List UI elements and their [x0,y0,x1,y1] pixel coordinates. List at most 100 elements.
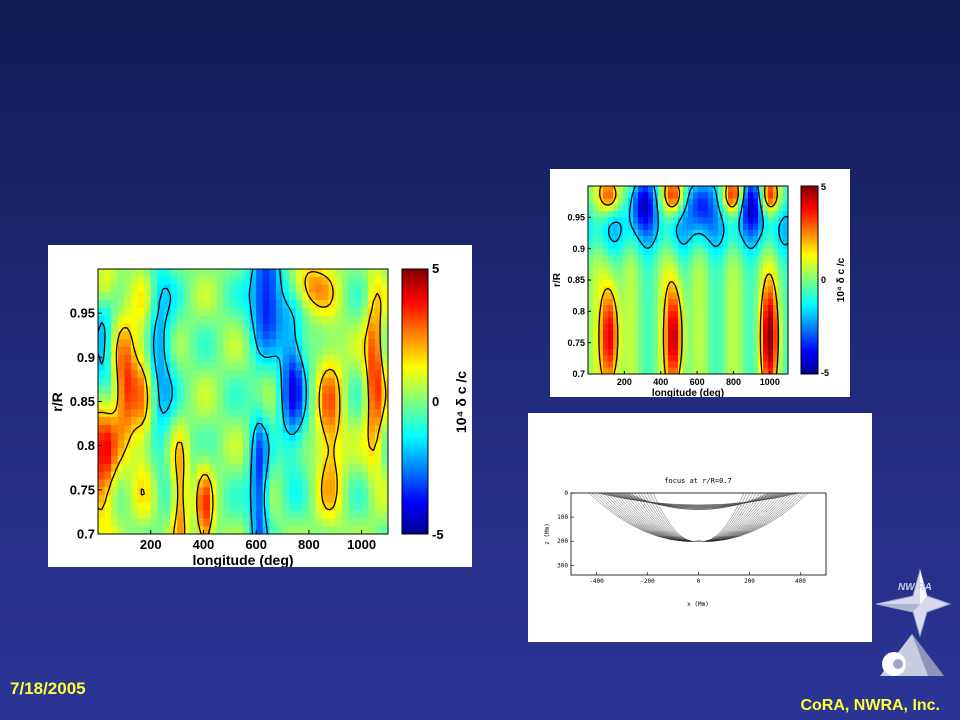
heatmap-cell [381,346,388,356]
heatmap-cell [203,417,211,426]
heatmap-cell [104,315,112,325]
heatmap-cell [269,495,277,504]
heatmap-cell [738,198,744,206]
heatmap-cell [355,323,363,332]
heatmap-cell [638,229,644,237]
heatmap-cell [593,267,599,275]
heatmap-cell [374,269,383,278]
heatmap-cell [738,236,744,243]
heatmap-cell [229,487,238,496]
heatmap-cell [648,298,654,306]
heatmap-cell [613,229,619,237]
heatmap-cell [613,223,619,231]
heatmap-cell [98,300,106,309]
heatmap-cell [703,192,709,200]
heatmap-cell [623,348,629,356]
heatmap-cell [698,211,704,218]
heatmap-cell [289,479,297,488]
heatmap-cell [588,248,594,256]
heatmap-cell [223,362,231,371]
heatmap-cell [368,354,376,364]
heatmap-cell [341,378,350,387]
heatmap-cell [728,204,734,212]
heatmap-cell [678,348,684,356]
heatmap-cell [348,393,356,403]
heatmap-cell [783,242,788,250]
heatmap-cell [643,248,649,256]
heatmap-cell [708,323,714,331]
heatmap-cell [588,311,594,319]
heatmap-cell [144,269,152,278]
heatmap-cell [768,298,774,306]
heatmap-cell [170,440,178,449]
heatmap-cell [243,471,251,481]
heatmap-cell [117,440,125,449]
heatmap-cell [243,300,251,309]
heatmap-cell [758,273,764,281]
heatmap-cell [289,440,297,449]
heatmap-cell [249,471,257,481]
heatmap-cell [243,495,251,504]
heatmap-cell [183,378,191,387]
heatmap-cell [663,330,669,337]
heatmap-cell [608,186,614,193]
heatmap-cell [703,305,709,312]
heatmap-cell [177,432,185,442]
heatmap-cell [341,393,350,403]
heatmap-cell [698,261,704,269]
heatmap-cell [603,223,609,231]
heatmap-cell [229,292,238,301]
heatmap-cell [256,362,264,371]
heatmap-cell [673,267,679,275]
heatmap-cell [743,211,749,218]
heatmap-cell [124,510,132,520]
heatmap-cell [223,510,231,520]
heatmap-cell [177,471,185,481]
heatmap-cell [688,280,694,287]
heatmap-cell [588,267,594,275]
heatmap-cell [170,495,178,504]
heatmap-cell [673,286,679,294]
heatmap-cell [678,336,684,344]
heatmap-cell [648,361,654,369]
heatmap-cell [623,192,629,200]
heatmap-cell [608,330,614,337]
heatmap-cell [778,317,784,325]
heatmap-cell [183,417,191,426]
heatmap-cell [361,276,369,286]
heatmap-cell [117,284,125,293]
heatmap-cell [124,463,132,473]
heatmap-cell [688,286,694,294]
heatmap-cell [743,323,749,331]
heatmap-cell [130,315,139,325]
heatmap-cell [368,300,376,309]
heatmap-cell [236,276,244,286]
heatmap-cell [157,463,165,473]
heatmap-cell [778,204,784,212]
heatmap-cell [289,292,297,301]
heatmap-cell [753,317,759,325]
heatmap-cell [658,342,664,350]
heatmap-cell [658,305,664,312]
heatmap-cell [348,284,356,293]
heatmap-cell [117,339,125,348]
heatmap-cell [648,186,654,193]
heatmap-cell [658,367,664,374]
heatmap-cell [117,292,125,301]
heatmap-cell [783,273,788,281]
heatmap-cell [223,471,231,481]
heatmap-cell [229,417,238,426]
heatmap-cell [593,317,599,325]
heatmap-cell [144,315,152,325]
heatmap-cell [150,292,158,301]
heatmap-cell [668,198,674,206]
heatmap-cell [170,292,178,301]
heatmap-cell [718,286,724,294]
heatmap-cell [196,307,205,317]
heatmap-cell [643,236,649,243]
heatmap-cell [688,267,694,275]
heatmap-cell [341,269,350,278]
heatmap-cell [236,284,244,293]
heatmap-cell [663,204,669,212]
heatmap-cell [613,311,619,319]
